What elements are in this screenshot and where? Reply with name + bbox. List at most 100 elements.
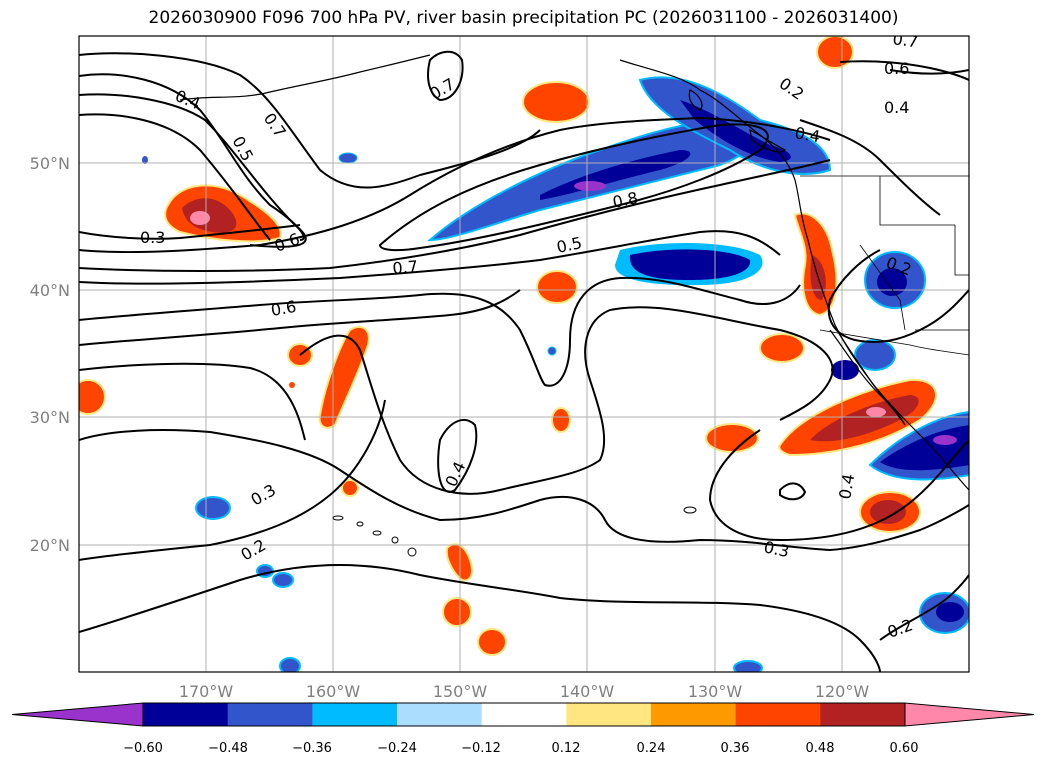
colorbar-tick: −0.12 xyxy=(461,741,501,756)
vancouver-island xyxy=(749,128,787,153)
sw-negative-core xyxy=(936,602,964,622)
contour-label: 0.6 xyxy=(884,59,909,78)
colorbar-extend-high xyxy=(904,702,1035,727)
south-mexico-positive-core xyxy=(870,500,906,524)
baja-coast xyxy=(829,329,906,426)
ne-pacific-negative-core xyxy=(629,249,751,280)
plot-background xyxy=(79,36,969,672)
lat-tick: 30°N xyxy=(30,408,70,427)
contour-label: 0.4 xyxy=(793,123,821,146)
contour-label: 0.7 xyxy=(392,257,419,278)
colorbar-tick: 0.24 xyxy=(637,741,666,756)
gulf-ak-positive xyxy=(522,81,590,123)
contour-label: 0.3 xyxy=(140,228,165,247)
lon-tick: 160°W xyxy=(306,682,361,701)
political-borders xyxy=(800,175,969,356)
contour-0-6-mid xyxy=(79,276,801,387)
contour-0-6-upper xyxy=(79,113,271,241)
nw-positive-peak xyxy=(190,211,210,225)
colorbar-extend-low xyxy=(11,702,144,727)
queen-charlotte xyxy=(688,89,703,111)
contour-0-4-mid xyxy=(79,362,306,441)
contour-0-5-north xyxy=(79,93,307,248)
colorbar: −0.60 −0.48 −0.36 −0.24 −0.12 0.12 0.24 … xyxy=(11,702,1035,756)
hawaii-positive-1 xyxy=(341,479,359,497)
lon-tick: 140°W xyxy=(560,682,615,701)
contour-0-2-lower xyxy=(79,564,881,672)
colorbar-ticks: −0.60 −0.48 −0.36 −0.24 −0.12 0.12 0.24 … xyxy=(123,741,918,756)
contour-0-6-top xyxy=(839,60,969,81)
map-title: 2026030900 F096 700 hPa PV, river basin … xyxy=(148,8,899,28)
colorbar-swatch xyxy=(397,703,483,726)
colorbar-swatch xyxy=(312,703,398,726)
top-right-positive xyxy=(816,36,854,69)
colorbar-swatch xyxy=(481,703,567,726)
contour-label: 0.5 xyxy=(555,233,584,257)
contour-label: 0.6 xyxy=(269,297,297,320)
nevada-negative-core xyxy=(877,268,907,296)
latitude-ticks: 50°N 40°N 30°N 20°N xyxy=(30,154,70,555)
baja-negative-small xyxy=(831,360,859,380)
small-negative-1 xyxy=(338,152,358,164)
hawaii-negative-3 xyxy=(272,572,294,588)
contour-label: 0.3 xyxy=(762,537,791,561)
jet-negative-peak xyxy=(574,181,606,191)
small-positive-4 xyxy=(289,382,295,388)
contour-0-7-band xyxy=(79,159,831,272)
contour-0-5-band xyxy=(79,230,781,285)
colorbar-tick: 0.12 xyxy=(552,741,581,756)
contour-0-3-south xyxy=(79,429,969,552)
colorbar-swatch xyxy=(651,703,737,726)
lat-tick: 50°N xyxy=(30,154,70,173)
colorbar-tick: −0.36 xyxy=(292,741,332,756)
contour-0-4-lobe xyxy=(437,419,478,493)
contour-0-4-south xyxy=(299,306,834,495)
colorbar-swatch xyxy=(143,703,229,726)
colorbar-tick: −0.60 xyxy=(123,741,163,756)
colorbar-tick: −0.48 xyxy=(208,741,248,756)
contour-0-2-east xyxy=(827,249,969,343)
small-negative-2 xyxy=(547,346,557,356)
coastlines xyxy=(179,54,969,491)
hawaiian-islands xyxy=(332,506,697,557)
contour-0-2-arc xyxy=(79,399,386,561)
subtropical-positive-peak xyxy=(866,407,886,417)
alaska-islands xyxy=(179,54,431,101)
contour-label: 0.8 xyxy=(611,188,640,212)
lon-tick: 150°W xyxy=(433,682,488,701)
graticule xyxy=(79,36,969,672)
hawaii-positive-3 xyxy=(442,597,472,627)
hawaii-negative-1 xyxy=(195,496,231,520)
lat-tick: 20°N xyxy=(30,536,70,555)
pv-contours xyxy=(79,50,969,672)
small-negative-3 xyxy=(142,156,148,164)
hawaii-positive-4 xyxy=(477,628,507,656)
lon-tick: 130°W xyxy=(688,682,743,701)
contour-0-5-mid xyxy=(79,289,521,346)
contour-label: 0.4 xyxy=(835,472,858,500)
negative-anomaly-fields xyxy=(142,76,969,672)
colorbar-swatch xyxy=(566,703,652,726)
contour-0-6-left xyxy=(79,116,831,254)
central-positive xyxy=(536,270,578,304)
colorbar-tick: −0.24 xyxy=(377,741,417,756)
contour-0-7-top xyxy=(427,50,464,102)
contour-0-2-se xyxy=(879,574,969,641)
baja-negative xyxy=(854,339,896,371)
small-positive-2 xyxy=(551,407,571,433)
south-negative-2 xyxy=(733,660,763,672)
contour-label: 0.7 xyxy=(891,29,919,51)
colorbar-swatch xyxy=(735,703,821,726)
contour-0-3-loop xyxy=(779,482,807,501)
plot-frame xyxy=(78,35,970,673)
colorbar-tick: 0.48 xyxy=(806,741,835,756)
lon-tick: 170°W xyxy=(179,682,234,701)
colorbar-tick: 0.36 xyxy=(721,741,750,756)
colorbar-frame xyxy=(142,702,906,727)
mexico-negative-peak xyxy=(933,435,957,445)
contour-0-4-east xyxy=(708,429,969,542)
south-negative-1 xyxy=(279,657,301,672)
contour-label: 0.4 xyxy=(884,98,909,117)
small-positive-3 xyxy=(759,333,805,363)
